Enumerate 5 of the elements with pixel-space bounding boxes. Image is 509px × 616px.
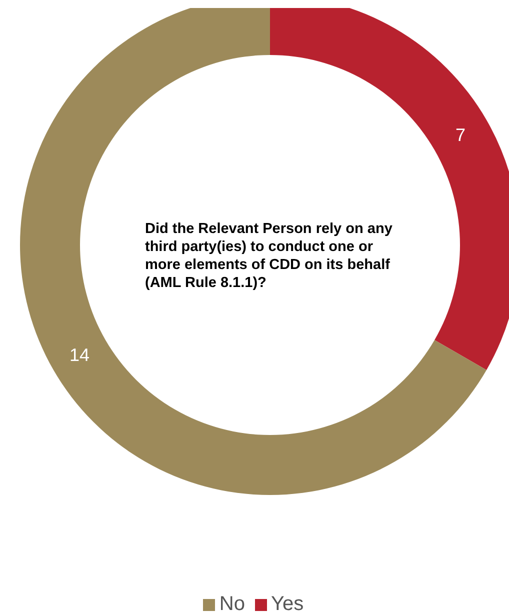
text: Did the Relevant Person rely on any third party(ies) to conduct one or more elements of CDD on its behalf (AML Rule 8.1.1)? (145, 220, 394, 292)
data-label: 14 (69, 345, 90, 365)
data-label: 7 (456, 125, 466, 145)
legend-label: No (219, 593, 245, 615)
legend-label: Yes (270, 593, 304, 615)
